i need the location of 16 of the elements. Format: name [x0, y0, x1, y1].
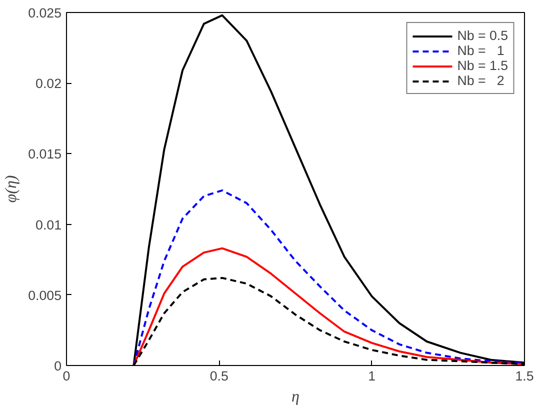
y-tick-label: 0	[54, 358, 62, 374]
y-axis-title: φ(η)	[3, 175, 20, 203]
x-tick-label: 1.5	[515, 368, 534, 384]
x-tick-label: 1	[368, 368, 376, 384]
y-tick-label: 0.025	[28, 6, 62, 20]
x-tick-label: 0.5	[210, 368, 228, 384]
y-tick-label: 0.015	[28, 146, 62, 162]
legend-label: Nb = 1	[457, 43, 504, 58]
x-axis-title: η	[292, 388, 300, 406]
y-tick-label: 0.005	[28, 288, 62, 303]
y-tick-label: 0.02	[36, 76, 62, 92]
legend-label: Nb = 1.5	[457, 58, 508, 73]
legend-label: Nb = 2	[457, 73, 504, 88]
legend-label: Nb = 0.5	[457, 28, 508, 43]
y-tick-label: 0.01	[36, 217, 62, 232]
line-series	[132, 247, 524, 366]
